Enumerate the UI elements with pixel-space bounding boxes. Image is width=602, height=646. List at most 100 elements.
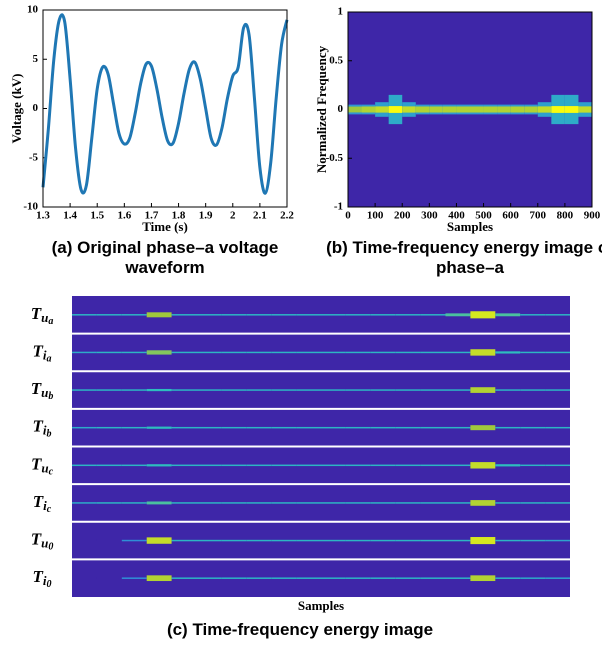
row-label-part: u: [41, 385, 48, 400]
energy-cell: [221, 351, 247, 354]
energy-cell: [96, 539, 122, 542]
row-label-part: a: [47, 354, 52, 365]
x-tick-label: 0: [345, 210, 351, 222]
energy-cell: [246, 464, 272, 467]
energy-cell: [370, 464, 396, 467]
caption: (c) Time-frequency energy image: [166, 620, 434, 639]
row-label-part: T: [31, 304, 42, 323]
energy-cell: [121, 426, 147, 429]
energy-cell: [72, 389, 97, 391]
row-label-part: T: [31, 379, 42, 398]
y-axis-label: Normalized Frequency: [314, 45, 329, 173]
energy-cell: [420, 539, 446, 542]
y-tick-label: 0.5: [329, 54, 343, 66]
row-label-part: T: [31, 454, 42, 473]
energy-cell: [370, 314, 396, 316]
energy-core: [564, 106, 579, 113]
row-label-part: T: [33, 492, 44, 511]
energy-cell: [520, 464, 546, 467]
y-tick-label: 10: [27, 4, 39, 16]
energy-cell: [345, 351, 371, 354]
energy-cell: [321, 389, 346, 391]
x-tick-label: 100: [367, 210, 384, 222]
x-tick-label: 300: [421, 210, 438, 222]
row-label-part: c: [47, 504, 52, 515]
energy-cell: [121, 464, 147, 467]
x-tick-label: 1.3: [36, 210, 50, 222]
energy-cell: [445, 539, 471, 542]
energy-cell: [370, 539, 396, 542]
energy-cell: [96, 502, 122, 504]
energy-cell: [296, 314, 321, 316]
energy-cell: [395, 539, 421, 542]
energy-cell: [495, 577, 521, 579]
energy-cell: [72, 351, 97, 354]
x-tick-label: 400: [448, 210, 465, 222]
energy-cell: [321, 351, 346, 354]
y-tick-label: 0: [33, 102, 39, 114]
energy-cell: [470, 425, 496, 431]
row-label-part: i: [43, 347, 47, 362]
energy-cell: [271, 389, 297, 391]
energy-cell: [246, 426, 272, 429]
energy-cell: [146, 464, 172, 467]
energy-cell: [370, 426, 396, 429]
energy-cell: [121, 389, 147, 391]
row-label-part: 0: [47, 579, 52, 590]
row-label-part: i: [43, 423, 47, 438]
energy-cell: [520, 314, 546, 316]
x-tick-label: 2.2: [280, 210, 294, 222]
energy-cell: [121, 502, 147, 504]
energy-cell: [171, 314, 197, 316]
energy-cell: [146, 312, 172, 318]
energy-cell: [420, 502, 446, 504]
energy-core: [510, 106, 525, 113]
energy-cell: [121, 577, 147, 579]
y-tick-label: -0.5: [326, 152, 344, 164]
energy-cell: [520, 389, 546, 391]
energy-cell: [420, 577, 446, 579]
energy-cell: [96, 351, 122, 354]
energy-cell: [271, 539, 297, 542]
energy-cell: [196, 577, 222, 579]
energy-cell: [321, 539, 346, 542]
energy-core: [402, 106, 416, 113]
row-label: Ti0: [32, 567, 51, 590]
row-label-part: 0: [48, 542, 53, 553]
energy-cell: [171, 351, 197, 354]
energy-cell: [171, 426, 197, 429]
energy-core: [497, 106, 511, 113]
energy-cell: [545, 464, 570, 467]
energy-cell: [345, 502, 371, 504]
energy-cell: [445, 577, 471, 579]
plot-frame: [347, 11, 593, 208]
energy-cell: [221, 577, 247, 579]
energy-cell: [345, 389, 371, 391]
energy-cell: [345, 464, 371, 467]
energy-cell: [520, 502, 546, 504]
energy-cell: [221, 426, 247, 429]
energy-cell: [96, 389, 122, 391]
y-tick-label: 5: [33, 53, 39, 65]
energy-cell: [370, 577, 396, 579]
energy-cell: [545, 314, 570, 316]
energy-cell: [420, 314, 446, 316]
row-label: Tia: [32, 341, 51, 364]
row-label: Tic: [33, 492, 52, 515]
energy-cell: [470, 349, 496, 356]
x-axis-label: Samples: [298, 598, 344, 613]
y-tick-label: -5: [29, 151, 39, 163]
energy-cell: [296, 389, 321, 391]
energy-cell: [370, 351, 396, 354]
energy-cell: [271, 464, 297, 467]
energy-cell: [121, 539, 147, 542]
energy-cell: [520, 351, 546, 354]
energy-cell: [520, 426, 546, 429]
y-axis-label: Voltage (kV): [9, 74, 24, 144]
energy-cell: [545, 577, 570, 579]
energy-core: [361, 106, 376, 113]
energy-cell: [246, 389, 272, 391]
energy-cell: [271, 577, 297, 579]
energy-cell: [121, 314, 147, 316]
energy-core: [537, 106, 552, 113]
